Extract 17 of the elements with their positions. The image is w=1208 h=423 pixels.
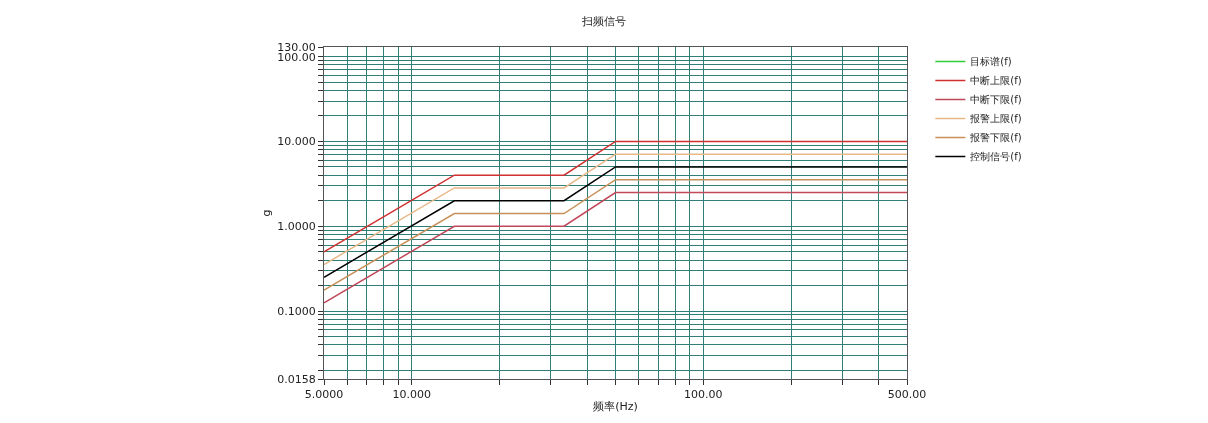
x-tick-label: 500.00: [887, 388, 927, 402]
x-tick-label: 5.0000: [304, 388, 344, 402]
x-tick-label: 100.00: [684, 388, 723, 402]
x-tick-label: 10.000: [392, 388, 431, 402]
legend-label: 控制信号(f): [970, 151, 1022, 163]
y-axis-title: g: [259, 209, 273, 217]
legend-label: 目标谱(f): [970, 56, 1012, 68]
legend-label: 报警下限(f): [969, 132, 1022, 144]
chart-title: 扫频信号: [581, 14, 626, 28]
y-tick-label: 0.0158: [277, 372, 316, 386]
legend-label: 报警上限(f): [969, 113, 1022, 125]
legend-label: 中断上限(f): [970, 75, 1022, 87]
y-tick-label: 0.1000: [277, 304, 316, 318]
legend-label: 中断下限(f): [970, 94, 1022, 106]
x-axis-title: 频率(Hz): [593, 400, 638, 414]
y-tick-label: 10.000: [277, 135, 316, 149]
y-tick-label: 1.0000: [277, 220, 316, 234]
